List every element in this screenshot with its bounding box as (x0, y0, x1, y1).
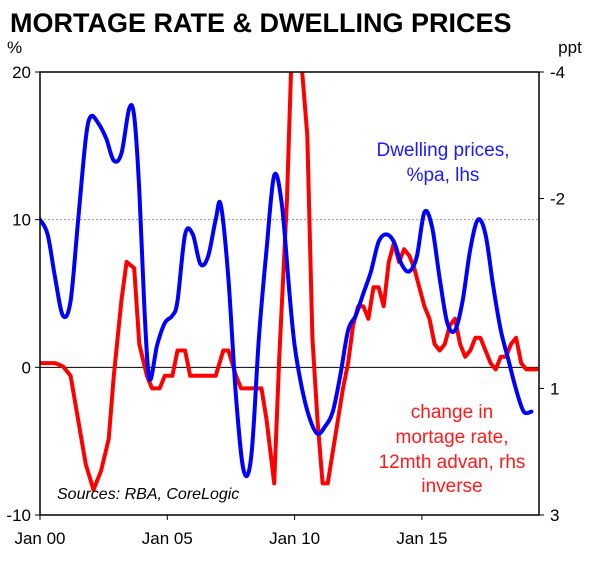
right-axis-unit: ppt (558, 38, 582, 57)
left-axis-unit: % (7, 38, 22, 57)
mortgage-annotation-line4: inverse (421, 476, 482, 497)
mortgage-annotation-line3: 12mth advan, rhs (379, 452, 526, 473)
gridlines (40, 219, 539, 368)
series-layer (40, 72, 539, 492)
x-tick-label: Jan 00 (14, 529, 65, 548)
dwelling-annotation: Dwelling prices, %pa, lhs (376, 140, 509, 186)
x-tick-label: Jan 10 (269, 529, 320, 548)
right-tick-label: -2 (550, 190, 565, 209)
left-tick-label: 20 (12, 63, 31, 82)
left-tick-label: 0 (22, 358, 31, 377)
chart-title: MORTAGE RATE & DWELLING PRICES (10, 8, 512, 38)
right-tick-label: 1 (550, 379, 559, 398)
plot-frame (39, 71, 540, 516)
x-tick-label: Jan 05 (142, 529, 193, 548)
right-axis: -4 -2 1 3 (539, 63, 565, 525)
mortgage-annotation: change in mortage rate, 12mth advan, rhs… (379, 402, 526, 497)
dwelling-annotation-line2: %pa, lhs (407, 165, 480, 186)
dwelling-prices-line (40, 103, 534, 479)
right-tick-label: 3 (550, 506, 559, 525)
mortgage-annotation-line2: mortage rate, (396, 427, 509, 448)
left-axis: -10 0 10 20 (6, 63, 40, 525)
x-axis: Jan 00 Jan 05 Jan 10 Jan 15 (14, 515, 447, 548)
right-tick-label: -4 (550, 63, 565, 82)
left-tick-label: 10 (12, 211, 31, 230)
source-note: Sources: RBA, CoreLogic (57, 486, 239, 503)
dwelling-annotation-line1: Dwelling prices, (376, 140, 509, 161)
mortgage-rate-change-line (40, 72, 539, 492)
left-tick-label: -10 (6, 506, 31, 525)
x-tick-label: Jan 15 (396, 529, 447, 548)
mortgage-annotation-line1: change in (411, 402, 493, 423)
